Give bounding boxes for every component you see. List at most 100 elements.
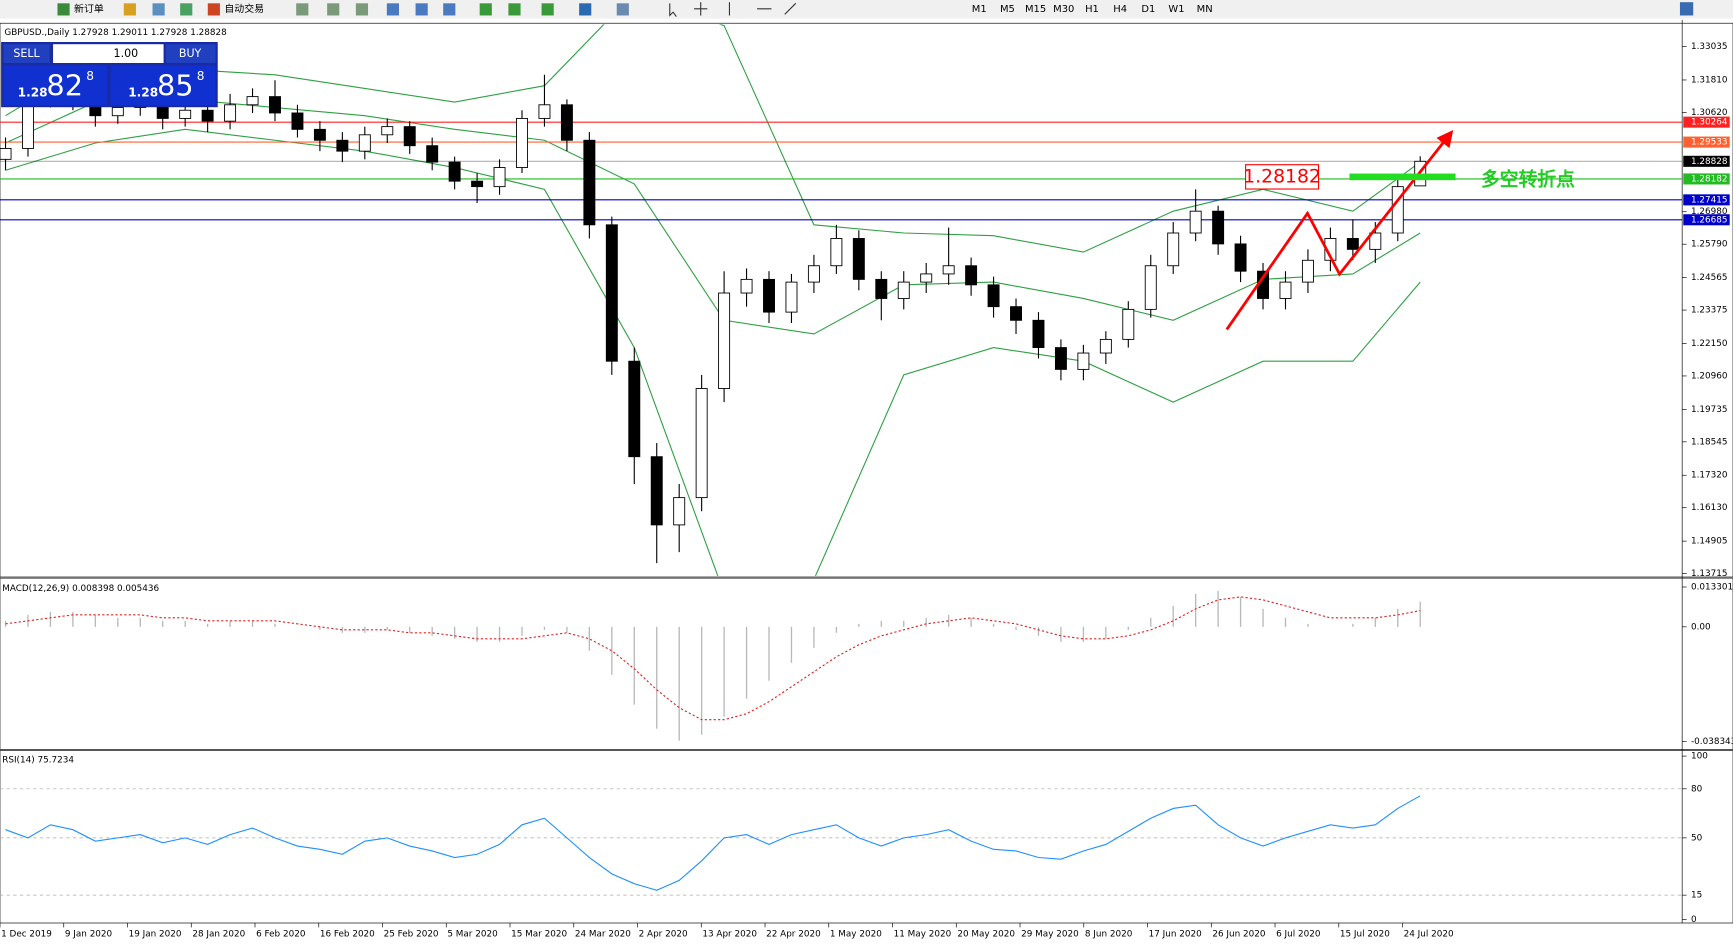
tool-icon[interactable] (479, 3, 492, 16)
candle-body (358, 134, 371, 152)
turning-note: 多空转折点 (1481, 168, 1575, 191)
candle-body (583, 139, 596, 226)
candle-body (1122, 308, 1135, 340)
buy-label[interactable]: BUY (179, 47, 202, 60)
candle-body (718, 292, 731, 389)
buy-button[interactable] (165, 44, 216, 64)
timeframe-button[interactable]: W1 (1168, 4, 1184, 15)
x-tick-label: 15 Mar 2020 (511, 930, 567, 940)
lot-input[interactable] (53, 44, 164, 64)
x-tick-label: 26 Jun 2020 (1212, 930, 1265, 940)
tool-icon[interactable] (180, 3, 193, 16)
timeframe-button[interactable]: MN (1197, 4, 1213, 15)
candle-body (538, 104, 551, 119)
candle-body (605, 224, 618, 362)
ask-big: 85 (157, 68, 194, 102)
level-label: 1.28182 (1691, 174, 1728, 184)
y-tick-label: 0 (1691, 915, 1697, 925)
sell-button[interactable] (3, 44, 50, 64)
zoom-out[interactable] (415, 3, 428, 16)
y-tick-label: 80 (1691, 784, 1703, 794)
rsi-title: RSI(14) (2, 755, 34, 765)
x-tick-label: 1 Dec 2019 (1, 930, 52, 940)
candle-body (291, 112, 304, 130)
zoom-in[interactable] (386, 3, 399, 16)
line-tools[interactable] (728, 2, 797, 16)
level-label: 1.26685 (1691, 215, 1728, 225)
y-tick-label: 1.19735 (1691, 405, 1728, 415)
new-order-icon[interactable] (57, 3, 70, 16)
tool-icon[interactable] (123, 3, 136, 16)
candle-body (201, 109, 214, 122)
y-tick-label: 0.00 (1691, 622, 1711, 632)
y-tick-label: 1.20960 (1691, 371, 1728, 381)
candle-body (1144, 265, 1157, 310)
candle-body (111, 107, 124, 117)
tool-icon[interactable] (152, 3, 165, 16)
crosshair-tool[interactable] (694, 2, 708, 16)
tool-icon[interactable] (296, 3, 309, 16)
candle-body (0, 147, 12, 160)
rsi-line (5, 795, 1421, 891)
candle-body (830, 238, 843, 267)
price-box-text: 1.28182 (1243, 166, 1321, 187)
x-tick-label: 20 May 2020 (957, 930, 1015, 940)
new-order-button[interactable]: 新订单 (74, 2, 104, 15)
annotations: 1.28182 多空转折点 (1225, 130, 1575, 331)
candle-body (224, 104, 237, 122)
candle-body (1324, 238, 1337, 261)
candle-body (673, 497, 686, 526)
x-tick-label: 13 Apr 2020 (702, 930, 757, 940)
y-tick-label: 1.23375 (1691, 306, 1728, 316)
chart-header: GBPUSD.,Daily 1.27928 1.29011 1.27928 1.… (4, 28, 227, 38)
cursor-tool[interactable] (669, 3, 677, 17)
search[interactable] (1679, 2, 1694, 16)
auto-trading-button[interactable]: 自动交易 (224, 2, 264, 15)
candle-body (493, 167, 506, 188)
candle-body (807, 265, 820, 283)
timeframe-button[interactable]: M5 (1000, 4, 1015, 15)
timeframes: M1 M5 M15 M30 H1 H4 D1 W1 MN (972, 4, 1213, 15)
timeframe-button[interactable]: M1 (972, 4, 987, 15)
signal-value: 0.005436 (117, 584, 160, 594)
timeframe-button[interactable]: M30 (1053, 4, 1074, 15)
periods[interactable] (579, 3, 592, 16)
indicators[interactable] (541, 3, 554, 16)
candle-body (1032, 319, 1045, 349)
ask-box[interactable] (110, 65, 216, 106)
candle-body (1212, 210, 1225, 245)
x-tick-label: 8 Jun 2020 (1085, 930, 1133, 940)
candle-body (875, 278, 888, 299)
templates[interactable] (616, 3, 629, 16)
sell-label[interactable]: SELL (13, 47, 40, 60)
lot-value[interactable]: 1.00 (114, 47, 139, 60)
rsi-header: RSI(14) 75.7234 (2, 755, 74, 765)
tool-icon[interactable] (327, 3, 340, 16)
y-tick-label: 1.17320 (1691, 471, 1728, 481)
candle-body (246, 96, 259, 106)
timeframe-button[interactable]: M15 (1025, 4, 1046, 15)
y-tick-label: 15 (1691, 891, 1702, 901)
toolbar-bg (0, 0, 1733, 19)
candle-body (920, 273, 933, 283)
tool-icon[interactable] (508, 3, 521, 16)
candle-body (1167, 232, 1180, 267)
x-tick-label: 16 Feb 2020 (320, 930, 375, 940)
candle-body (987, 284, 1000, 308)
timeframe-button[interactable]: H1 (1085, 4, 1099, 15)
level-tag (1683, 136, 1730, 148)
candle-body (313, 128, 326, 141)
candle-body (426, 145, 439, 163)
timeframe-button[interactable]: H4 (1113, 4, 1127, 15)
macd-header: MACD(12,26,9) 0.008398 0.005436 (2, 584, 159, 594)
bid-box[interactable] (3, 65, 108, 106)
bid-prefix: 1.28 (18, 85, 48, 99)
ask-prefix: 1.28 (128, 85, 158, 99)
y-tick-label: 100 (1691, 752, 1708, 762)
tile[interactable] (443, 3, 456, 16)
candle-body (560, 104, 573, 141)
y-tick-label: 1.33035 (1691, 42, 1728, 52)
timeframe-button[interactable]: D1 (1141, 4, 1155, 15)
auto-trading-icon[interactable] (207, 3, 220, 16)
tool-icon[interactable] (355, 3, 369, 16)
